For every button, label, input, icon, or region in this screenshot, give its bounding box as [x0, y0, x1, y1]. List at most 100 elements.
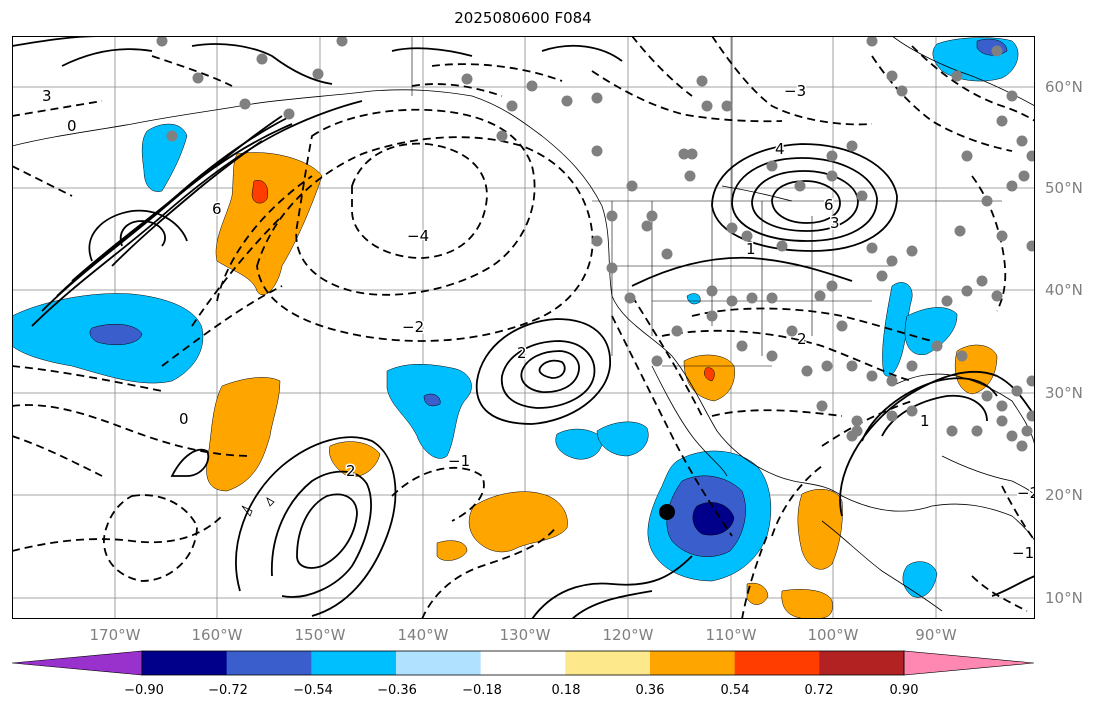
- station-dot: [746, 292, 758, 304]
- station-dot: [996, 415, 1008, 427]
- station-dot: [976, 275, 988, 287]
- colorbar-segment: [650, 651, 736, 675]
- station-dot: [766, 292, 778, 304]
- station-dot: [846, 360, 858, 372]
- station-dot: [981, 390, 993, 402]
- station-dot: [726, 222, 738, 234]
- lon-tick: 130°W: [499, 626, 551, 644]
- station-dot: [981, 195, 993, 207]
- station-dot: [906, 360, 918, 372]
- station-dot: [651, 355, 663, 367]
- colorbar-label: 0.72: [804, 683, 834, 698]
- lat-tick: 60°N: [1045, 78, 1083, 96]
- colorbar-label: −0.18: [462, 683, 502, 698]
- station-dot: [192, 72, 204, 84]
- contour-label: 1: [920, 412, 930, 430]
- colorbar: [12, 650, 1035, 676]
- colorbar-extend-high: [903, 650, 1035, 676]
- station-dot: [696, 75, 708, 87]
- station-dot: [661, 248, 673, 260]
- contour-label: −1: [448, 452, 470, 470]
- colorbar-label: −0.72: [208, 683, 248, 698]
- station-dot: [996, 230, 1008, 242]
- shaded-negative: [12, 37, 1019, 598]
- map-title: 2025080600 F084: [454, 9, 592, 27]
- station-dot: [706, 310, 718, 322]
- station-dot: [641, 220, 653, 232]
- contour-label: 3: [830, 214, 840, 232]
- colorbar-segment: [226, 651, 312, 675]
- station-dot: [678, 148, 690, 160]
- station-dot: [776, 240, 788, 252]
- station-dot: [1021, 425, 1033, 437]
- station-dot: [336, 36, 348, 47]
- contour-label: 6: [212, 200, 222, 218]
- colorbar-segment: [396, 651, 482, 675]
- station-dot: [741, 230, 753, 242]
- lon-tick: 150°W: [294, 626, 346, 644]
- location-marker: [659, 504, 675, 520]
- station-dot: [886, 375, 898, 387]
- contour-label: 2: [797, 330, 807, 348]
- station-dot: [256, 53, 268, 65]
- station-dot: [684, 170, 696, 182]
- lon-tick: 110°W: [705, 626, 757, 644]
- station-dot: [991, 290, 1003, 302]
- contour-label: −2: [402, 318, 424, 336]
- station-dot: [954, 225, 966, 237]
- colorbar-label: 0.36: [635, 683, 665, 698]
- station-dot: [996, 400, 1008, 412]
- contour-label: 0: [179, 410, 189, 428]
- station-dot: [794, 180, 806, 192]
- lon-tick: 170°W: [89, 626, 141, 644]
- station-dot: [876, 270, 888, 282]
- station-dot: [624, 292, 636, 304]
- contour-label: −4: [407, 227, 429, 245]
- contour-label: 3: [42, 87, 52, 105]
- station-dot: [1011, 385, 1023, 397]
- station-dot: [1006, 90, 1018, 102]
- station-dot: [886, 410, 898, 422]
- contour-label: −1: [1012, 544, 1034, 562]
- station-dot: [606, 210, 618, 222]
- station-dot: [461, 73, 473, 85]
- station-dot: [856, 190, 868, 202]
- station-dot: [1016, 440, 1028, 452]
- station-dot: [312, 68, 324, 80]
- station-dot: [1026, 410, 1035, 422]
- contour-label: 4: [775, 140, 785, 158]
- station-dot: [906, 245, 918, 257]
- lat-tick: 30°N: [1045, 384, 1083, 402]
- station-dot: [896, 85, 908, 97]
- station-dot: [671, 325, 683, 337]
- station-dot: [961, 150, 973, 162]
- lat-tick: 20°N: [1045, 486, 1083, 504]
- station-dot: [866, 242, 878, 254]
- station-dot: [706, 285, 718, 297]
- colorbar-segment: [734, 651, 820, 675]
- station-dot: [826, 280, 838, 292]
- lon-tick: 90°W: [915, 626, 957, 644]
- colorbar-segment: [142, 651, 228, 675]
- station-dot: [1026, 240, 1035, 252]
- station-dot: [851, 415, 863, 427]
- colorbar-label: −0.36: [377, 683, 417, 698]
- contour-label: −3: [784, 82, 806, 100]
- lon-tick: 120°W: [602, 626, 654, 644]
- station-dot: [701, 100, 713, 112]
- station-dot: [946, 425, 958, 437]
- coastlines: [12, 36, 1035, 612]
- lon-tick: 160°W: [191, 626, 243, 644]
- station-dot: [156, 36, 168, 47]
- contour-label: 1: [746, 240, 756, 258]
- colorbar-segment: [480, 651, 566, 675]
- station-dot: [846, 140, 858, 152]
- station-dot: [496, 130, 508, 142]
- station-dots: [156, 36, 1035, 452]
- station-dot: [766, 350, 778, 362]
- station-dot: [506, 100, 518, 112]
- contour-label: −2: [1017, 484, 1035, 502]
- station-dot: [283, 108, 295, 120]
- station-dot: [816, 400, 828, 412]
